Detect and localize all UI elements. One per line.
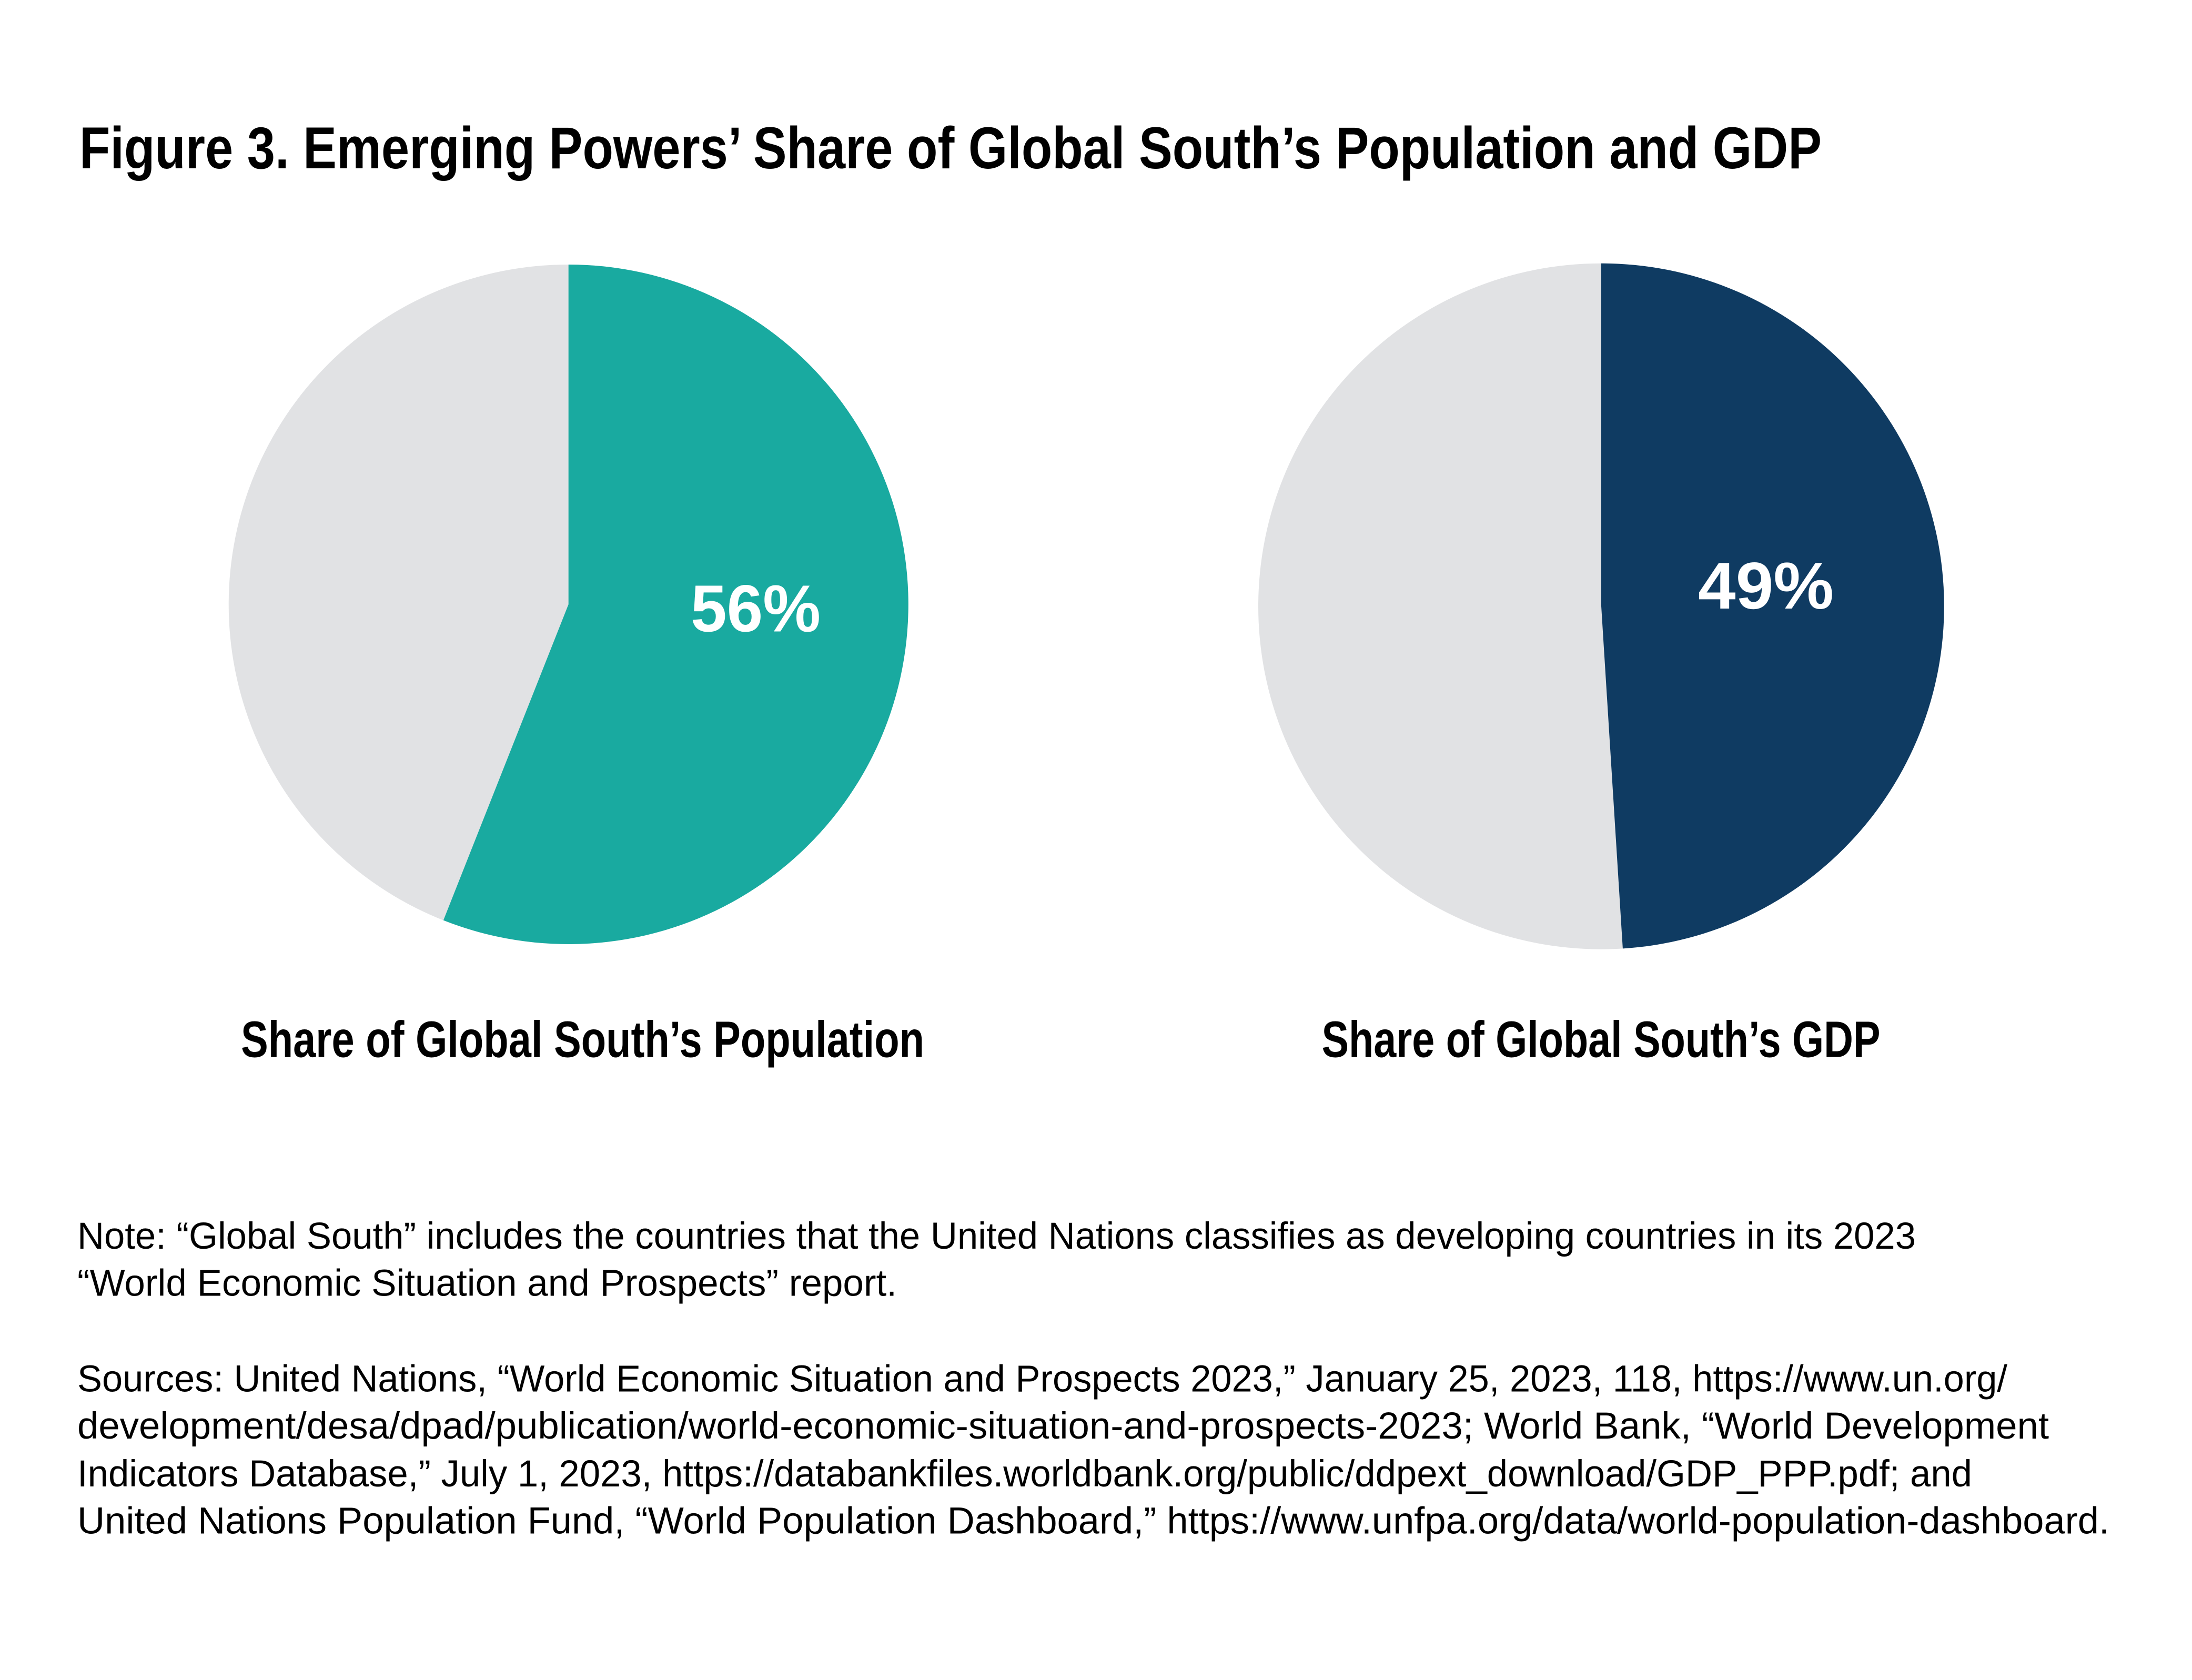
svg-text:Share of Global South’s GDP: Share of Global South’s GDP [1322,1011,1881,1068]
svg-text:development/desa/dpad/publicat: development/desa/dpad/publication/world-… [77,1405,2049,1447]
svg-text:Sources: United Nations, “Worl: Sources: United Nations, “World Economic… [77,1359,2007,1400]
svg-text:United Nations Population Fund: United Nations Population Fund, “World P… [77,1500,2109,1542]
svg-text:Figure 3. Emerging Powers’ Sha: Figure 3. Emerging Powers’ Share of Glob… [79,115,1822,181]
svg-text:Share of Global South’s Popula: Share of Global South’s Population [241,1011,924,1068]
svg-text:49%: 49% [1698,549,1834,623]
svg-text:Indicators Database,” July 1,: Indicators Database,” July 1, 2023, http… [77,1453,1972,1495]
svg-text:Note: “Global South” includes: Note: “Global South” includes the countr… [77,1216,1916,1257]
svg-text:56%: 56% [691,572,821,646]
svg-text:“World Economic Situation and: “World Economic Situation and Prospects”… [77,1262,897,1304]
